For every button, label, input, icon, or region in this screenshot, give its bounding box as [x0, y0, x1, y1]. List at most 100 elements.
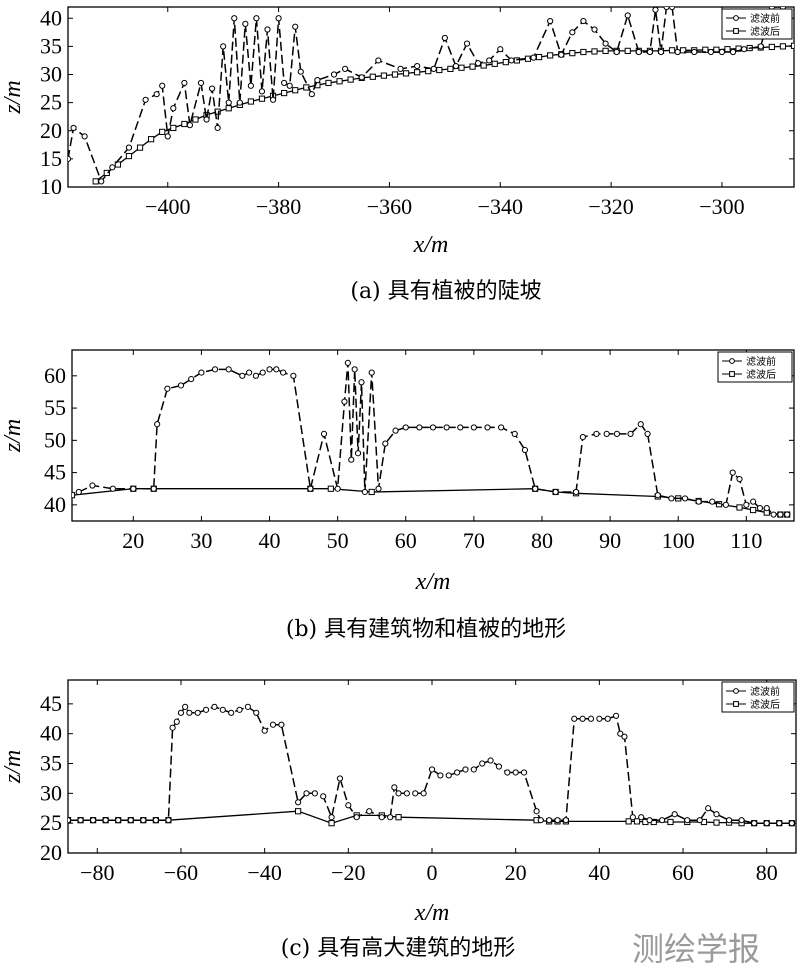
chart-b-point-before: [644, 430, 651, 437]
chart-a-point-before: [164, 133, 171, 140]
chart-a-point-before: [197, 79, 205, 87]
chart-b-point-after: [715, 501, 723, 508]
chart-c-point-before: [278, 721, 285, 728]
chart-c-point-before: [612, 712, 620, 719]
chart-c-point-before: [713, 811, 720, 818]
chart-b-point-before: [722, 501, 729, 508]
chart-b-point-before: [579, 434, 586, 441]
chart-b-point-before: [729, 469, 736, 476]
chart-a-legend-before-label: 滤波前: [750, 12, 780, 25]
chart-c-point-before: [659, 817, 666, 824]
chart-a-point-before: [414, 62, 421, 70]
chart-a-point-before: [663, 7, 670, 11]
chart-a-point-before: [242, 20, 249, 27]
chart-b-point-before: [259, 369, 266, 376]
chart-c-point-before: [194, 709, 201, 716]
chart-c-point-before: [437, 772, 444, 779]
chart-b-point-before: [375, 485, 382, 492]
chart-a-point-before: [397, 65, 404, 72]
chart-a-y-tick-label: 10: [40, 174, 62, 199]
chart-c-point-after: [667, 818, 674, 826]
chart-c-point-before: [738, 817, 745, 824]
chart-a-caption: (a) 具有植被的陡坡: [350, 279, 541, 304]
chart-a-point-after: [469, 63, 476, 70]
chart-c-point-before: [504, 769, 511, 776]
chart-b-legend-after-marker: [729, 371, 735, 377]
chart-a-point-after: [668, 47, 676, 54]
chart-c-point-before: [537, 817, 544, 824]
chart-b-point-before: [484, 424, 491, 431]
chart-b-x-tick-label: 100: [662, 528, 695, 553]
chart-c-point-before: [621, 733, 628, 740]
chart-a-point-before: [236, 99, 243, 106]
chart-b-point-before: [392, 427, 399, 434]
chart-a-point-after: [380, 72, 387, 79]
chart-b-point-before: [736, 475, 743, 483]
chart-b-x-tick-label: 80: [531, 528, 553, 553]
chart-c-legend-box: [721, 681, 795, 713]
chart-a-point-before: [635, 48, 642, 56]
chart-a-y-tick-label: 15: [40, 146, 62, 171]
chart-c-point-before: [261, 727, 268, 734]
chart-a-point-before: [214, 124, 221, 132]
chart-a-point-before: [81, 133, 88, 140]
chart-c-point-before: [68, 817, 72, 824]
chart-a-point-before: [452, 62, 460, 70]
chart-b-point-after: [736, 504, 743, 511]
chart-c-point-before: [751, 820, 758, 827]
chart-c-point-before: [546, 817, 553, 824]
chart-a-point-after: [569, 50, 576, 57]
chart-c-x-tick-label: 40: [588, 860, 610, 885]
chart-c-point-before: [219, 706, 226, 713]
chart-a-x-tick-label: −340: [478, 194, 523, 219]
chart-a-point-after: [258, 95, 266, 102]
chart-c-point-before: [186, 709, 193, 716]
chart-c-x-tick-label: −80: [80, 860, 114, 885]
chart-c-point-after: [633, 818, 641, 825]
chart-c-point-before: [788, 820, 795, 827]
chart-c-point-before: [177, 709, 185, 716]
chart-c-point-before: [617, 730, 624, 737]
chart-b-point-before: [198, 369, 205, 376]
chart-a-point-before: [757, 43, 764, 50]
chart-b-caption: (b) 具有建筑物和植被的地形: [286, 617, 566, 642]
chart-a-point-before: [203, 116, 210, 123]
chart-a-y-axis-label: z/m: [0, 80, 26, 114]
chart-b-point-after: [750, 506, 757, 514]
chart-a-point-before: [231, 15, 238, 22]
chart-b-point-before: [320, 430, 328, 437]
chart-b-point-before: [154, 421, 161, 428]
chart-c-legend-after-marker: [733, 701, 739, 707]
chart-c-y-tick-label: 40: [40, 721, 62, 746]
chart-c-y-tick-label: 30: [40, 780, 62, 805]
chart-a-point-after: [491, 60, 498, 67]
chart-c-point-before: [776, 820, 783, 827]
chart-a-point-before: [613, 48, 620, 56]
watermark-text: 测绘学报: [632, 930, 760, 968]
chart-panel-b: 20 30 40 50 60 70 80 90 100 110 40 45 50 55 60 x/m z/m (b…: [0, 349, 795, 642]
chart-c-point-before: [705, 805, 712, 812]
chart-c-point-before: [90, 817, 97, 824]
chart-b-point-before: [603, 430, 610, 437]
chart-a-point-after: [779, 43, 787, 50]
chart-b-point-before: [784, 511, 791, 518]
chart-a-point-after: [181, 120, 188, 128]
chart-a-point-after: [292, 87, 299, 94]
chart-c-x-tick-label: 20: [505, 860, 527, 885]
chart-a-point-after: [192, 116, 199, 123]
chart-b-series-group: [72, 359, 791, 518]
chart-c-y-tick-label: 45: [40, 691, 62, 716]
chart-a-point-before: [580, 17, 587, 25]
chart-b-point-before: [273, 366, 280, 373]
chart-c-point-before: [165, 817, 172, 824]
chart-a-series-group: [68, 7, 794, 185]
chart-b-y-tick-label: 50: [44, 427, 66, 452]
chart-a-point-after: [580, 48, 587, 56]
chart-c-point-after: [295, 808, 302, 815]
chart-a-series-after-line: [95, 45, 794, 182]
chart-c-x-tick-label: −60: [164, 860, 198, 885]
chart-c-point-before: [554, 817, 561, 824]
chart-c-point-before: [387, 814, 394, 821]
chart-c-point-before: [596, 715, 603, 722]
chart-b-point-before: [593, 430, 600, 437]
